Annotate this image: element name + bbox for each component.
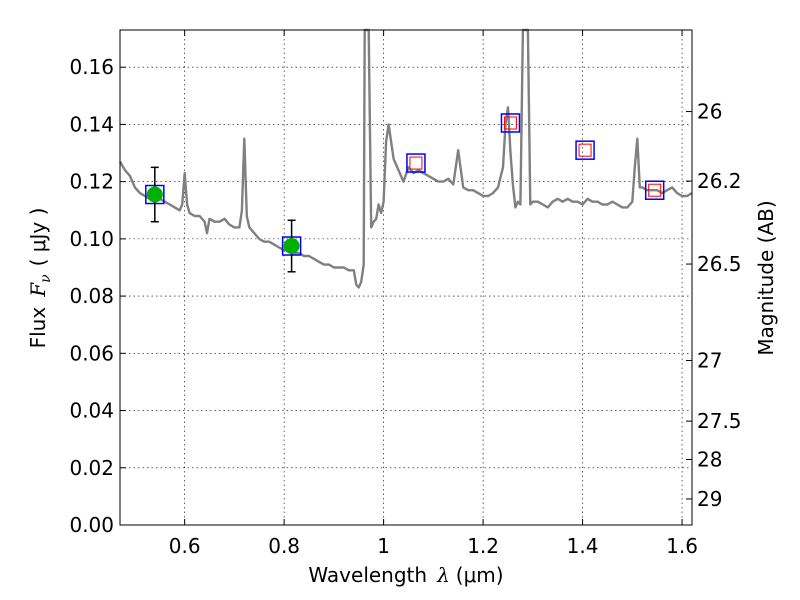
axis-ticks: 0.6 0.8 1 1.2 1.4 1.6 0.00 0.02 0.04 0.06 0.08 0.10… <box>69 30 742 558</box>
photometry-point <box>146 186 163 203</box>
y-tick-label: 0.14 <box>69 112 114 136</box>
model-point-red-square <box>648 183 662 197</box>
y2-tick-label: 29 <box>697 487 722 511</box>
y-tick-label: 0.00 <box>69 513 114 537</box>
model-point-blue-square <box>575 140 595 160</box>
y2-tick-label: 27.5 <box>697 409 742 433</box>
y2-tick-label: 28 <box>697 447 722 471</box>
x-axis-label-prefix: Wavelength <box>308 563 427 587</box>
x-tick-label: 1.6 <box>666 534 698 558</box>
y-tick-label: 0.10 <box>69 227 114 251</box>
y2-axis-label: Magnitude (AB) <box>754 200 778 355</box>
plot-frame <box>119 29 693 526</box>
y2-tick-label: 26 <box>697 100 722 124</box>
x-tick-label: 1 <box>377 534 390 558</box>
x-axis-label: Wavelength λ (μm) <box>308 563 503 587</box>
y-axis-label-symbol: F <box>26 282 50 298</box>
x-axis-label-unit: (μm) <box>456 563 504 587</box>
model-point-red-square <box>503 116 517 130</box>
model-point-red-square <box>578 143 592 157</box>
y-tick-label: 0.04 <box>69 399 114 423</box>
y-axis-label: Flux Fν ( μJy ) <box>26 208 54 349</box>
x-tick-label: 1.4 <box>567 534 599 558</box>
model-point-red-square <box>409 156 423 170</box>
y2-tick-label: 26.2 <box>697 169 742 193</box>
x-axis-label-symbol: λ <box>436 563 450 587</box>
y-tick-label: 0.02 <box>69 456 114 480</box>
photometry-points <box>146 166 300 273</box>
spectrum-line <box>118 28 693 289</box>
grid-lines <box>120 30 692 526</box>
spectrum-series <box>118 28 693 289</box>
x-tick-label: 1.2 <box>467 534 499 558</box>
y-axis-label-prefix: Flux <box>26 307 50 349</box>
photometry-point <box>283 238 300 255</box>
y-tick-label: 0.12 <box>69 170 114 194</box>
y2-tick-label: 27 <box>697 348 722 372</box>
y-axis-label-subscript: ν <box>38 274 54 283</box>
y2-tick-label: 26.5 <box>697 252 742 276</box>
y-tick-label: 0.08 <box>69 284 114 308</box>
model-point-blue-square <box>644 180 665 200</box>
y-axis-label-unit: ( μJy ) <box>26 208 50 267</box>
model-point-blue-square <box>500 113 521 133</box>
x-tick-label: 0.8 <box>268 534 300 558</box>
x-tick-label: 0.6 <box>169 534 201 558</box>
model-point-blue-square <box>406 153 426 173</box>
y-tick-label: 0.16 <box>69 55 114 79</box>
y-tick-label: 0.06 <box>69 341 114 365</box>
